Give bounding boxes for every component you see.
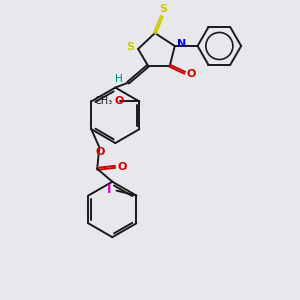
Text: O: O [117, 162, 127, 172]
Text: H: H [116, 74, 123, 84]
Text: O: O [95, 147, 105, 157]
Text: S: S [159, 4, 167, 14]
Text: I: I [106, 183, 111, 196]
Text: O: O [115, 97, 124, 106]
Text: O: O [187, 69, 196, 79]
Text: N: N [177, 39, 186, 49]
Text: CH₃: CH₃ [94, 97, 113, 106]
Text: S: S [126, 42, 134, 52]
